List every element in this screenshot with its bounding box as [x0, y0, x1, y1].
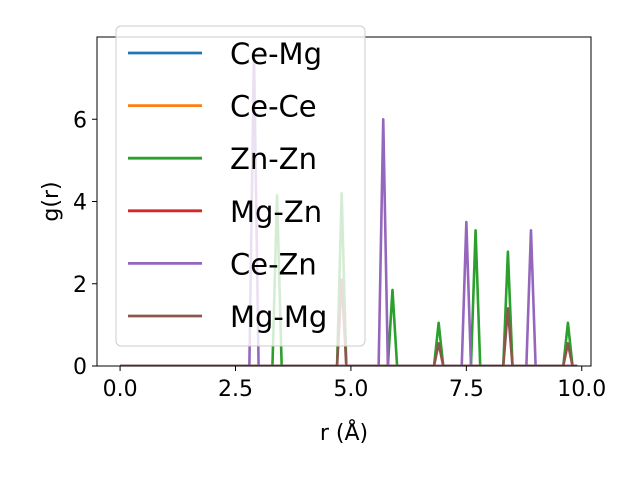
legend-label: Ce-Ce — [230, 90, 317, 124]
y-tick-label: 4 — [73, 191, 87, 216]
x-axis: 0.0 2.5 5.0 7.5 10.0 — [103, 366, 606, 402]
legend-label: Ce-Zn — [230, 247, 317, 281]
legend: Ce-Mg Ce-Ce Zn-Zn Mg-Zn Ce-Zn Mg-Mg — [115, 25, 366, 347]
x-axis-label: r (Å) — [320, 419, 368, 446]
y-tick-label: 6 — [73, 108, 87, 133]
y-tick-label: 0 — [73, 355, 87, 380]
x-tick-label: 0.0 — [103, 377, 138, 402]
x-tick-label: 2.5 — [218, 377, 253, 402]
legend-label: Zn-Zn — [230, 142, 317, 176]
legend-box — [115, 25, 366, 347]
y-axis-label: g(r) — [39, 181, 64, 221]
y-tick-label: 2 — [73, 273, 87, 298]
legend-label: Mg-Mg — [230, 300, 327, 334]
legend-label: Mg-Zn — [230, 195, 322, 229]
x-tick-label: 10.0 — [557, 377, 606, 402]
legend-label: Ce-Mg — [230, 37, 322, 71]
x-tick-label: 5.0 — [333, 377, 368, 402]
x-tick-label: 7.5 — [449, 377, 484, 402]
y-axis: 0 2 4 6 — [73, 108, 97, 380]
